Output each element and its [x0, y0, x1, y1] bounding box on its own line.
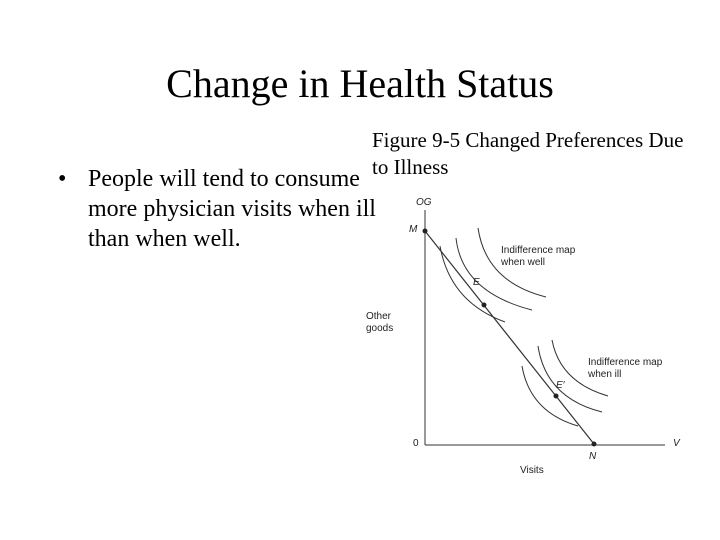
- point: [553, 393, 559, 399]
- x-axis-label: Visits: [520, 465, 544, 476]
- well-label: Indifference map when well: [501, 245, 576, 268]
- curve-ill: [537, 345, 603, 413]
- point-label: N: [589, 451, 597, 462]
- point-label: E: [473, 277, 480, 288]
- x-axis-end: V: [673, 438, 680, 449]
- point: [481, 302, 487, 308]
- point: [591, 441, 597, 447]
- curve-well: [439, 245, 506, 323]
- curve-ill: [521, 365, 579, 427]
- y-axis-label: Other goods: [366, 311, 394, 334]
- slide-title: Change in Health Status: [166, 61, 554, 106]
- budget-line: [424, 230, 595, 445]
- point: [422, 228, 428, 234]
- ill-label: Indifference map when ill: [588, 357, 663, 380]
- origin-label: 0: [413, 438, 419, 449]
- point-label: M: [409, 224, 418, 235]
- y-axis-end: OG: [416, 197, 432, 208]
- curve-well: [477, 227, 547, 298]
- bullet: • People will tend to consume more physic…: [58, 166, 376, 252]
- figure-caption: Figure 9-5 Changed Preferences Due to Il…: [372, 128, 684, 179]
- curve-ill: [551, 339, 609, 397]
- point-label: E′: [556, 380, 565, 391]
- bullet-text: People will tend to consume more physici…: [88, 166, 376, 252]
- curve-well: [455, 237, 533, 311]
